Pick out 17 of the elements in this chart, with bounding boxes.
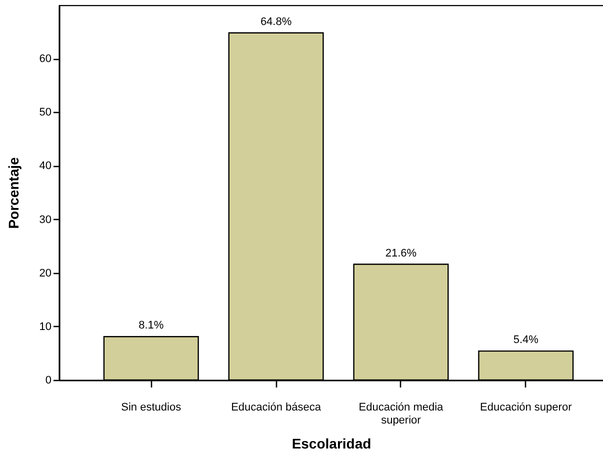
x-tick-label: Educación báseca [231,402,322,414]
y-tick-label: 40 [39,160,52,172]
data-label: 8.1% [138,320,164,332]
y-axis-title: Porcentaje [5,156,22,229]
y-tick-label: 30 [39,214,52,226]
y-tick-label: 10 [39,320,52,333]
x-tick-label: Sin estudios [121,402,182,414]
x-axis-title: Escolaridad [292,436,372,452]
x-tick-label: Educación superor [480,402,572,414]
x-tick-label: Educación media superior [358,402,444,426]
data-label: 5.4% [513,334,539,346]
data-label: 64.8% [260,16,292,28]
y-tick-label: 0 [45,374,52,386]
y-tick-label: 20 [39,267,52,280]
y-tick-label: 60 [39,53,52,66]
data-label: 21.6% [385,247,417,260]
y-tick-label: 50 [39,106,52,119]
